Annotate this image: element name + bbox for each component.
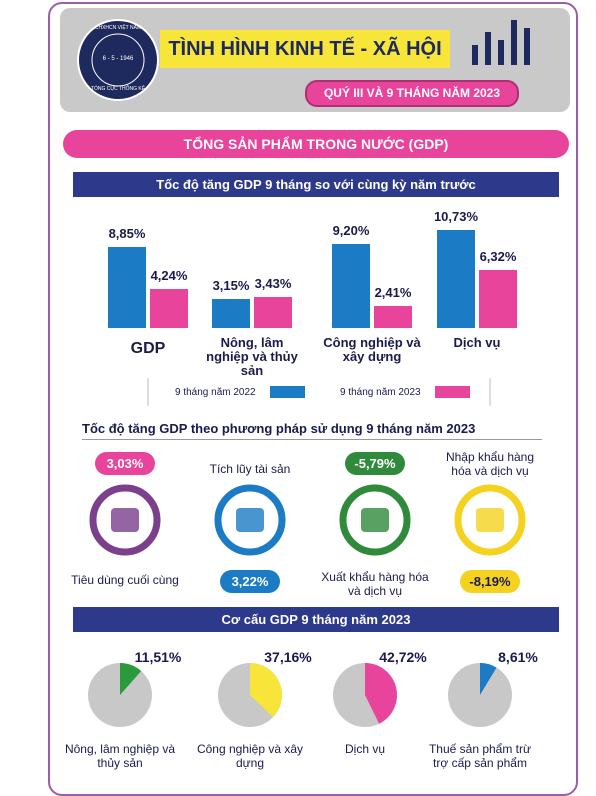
value-label: 9,20%: [332, 222, 370, 238]
bar: [479, 270, 517, 328]
logo-text: 6 - 5 - 1946: [102, 56, 134, 62]
usage-label: Tích lũy tài sản: [209, 462, 291, 476]
icon: [361, 508, 389, 532]
usage-label: Tiêu dùng cuối cùng: [71, 573, 179, 587]
x-tick-label: GDP: [130, 340, 166, 357]
bar: [374, 305, 412, 328]
legend-label: 9 tháng năm 2023: [340, 387, 421, 398]
legend-label: 9 tháng năm 2022: [175, 387, 256, 398]
bar: [108, 247, 146, 328]
icon: [111, 508, 139, 532]
subtitle: QUÝ III VÀ 9 THÁNG NĂM 2023: [305, 80, 519, 107]
usage-title: Tốc độ tăng GDP theo phương pháp sử dụng…: [82, 421, 542, 440]
logo-text: TỔNG CỤC THỐNG KÊ: [90, 86, 146, 92]
x-tick-label: Dịch vụ: [453, 335, 501, 350]
logo-text: CHXHCN VIỆT NAM: [94, 25, 142, 31]
pie-slice: [480, 663, 497, 695]
value-label: 6,32%: [479, 249, 517, 265]
pie-caption: Thuế sản phẩm trừ trợ cấp sản phẩm: [428, 742, 532, 770]
legend-bracket: [147, 378, 491, 406]
usage-label: Xuất khẩu hàng hóa và dịch vụ: [321, 570, 429, 598]
value-label: 3,43%: [254, 275, 292, 291]
pie-slice: [120, 663, 142, 695]
usage-value: -8,19%: [460, 570, 520, 593]
pie-caption: Nông, lâm nghiệp và thủy sản: [64, 742, 176, 770]
bar: [437, 230, 475, 328]
value-label: 10,73%: [433, 209, 479, 224]
icon: [476, 508, 504, 532]
chart-title: Tốc độ tăng GDP 9 tháng so với cùng kỳ n…: [73, 172, 559, 197]
structure-title: Cơ cấu GDP 9 tháng năm 2023: [73, 607, 559, 632]
x-tick-label: Công nghiệp và xây dựng: [323, 335, 421, 364]
usage-value: -5,79%: [345, 452, 405, 475]
pie-caption: Công nghiệp và xây dựng: [196, 742, 304, 770]
usage-value: 3,22%: [220, 570, 280, 593]
bar: [332, 243, 370, 328]
legend-swatch: [270, 386, 305, 398]
bar: [212, 299, 250, 328]
pie-caption: Dịch vụ: [344, 742, 385, 756]
icon: [236, 508, 264, 532]
logo: [77, 19, 159, 101]
title: TÌNH HÌNH KINH TẾ - XÃ HỘI: [160, 30, 450, 68]
value-label: 2,41%: [374, 284, 412, 300]
value-label: 3,15%: [212, 278, 250, 294]
value-label: 8,61%: [498, 649, 538, 665]
pie-slice: [250, 663, 282, 718]
usage-value: 3,03%: [95, 452, 155, 475]
logo-ring: [91, 33, 145, 87]
value-label: 37,16%: [264, 649, 312, 665]
bar: [150, 289, 188, 328]
section-title: TỔNG SẢN PHẨM TRONG NƯỚC (GDP): [63, 130, 569, 158]
bar: [254, 296, 292, 328]
legend-swatch: [435, 386, 470, 398]
value-label: 4,24%: [150, 268, 188, 284]
bar-icon: [472, 20, 530, 65]
value-label: 11,51%: [134, 649, 182, 665]
value-label: 42,72%: [379, 649, 427, 665]
x-tick-label: Nông, lâm nghiệp và thủy sản: [206, 335, 298, 378]
usage-label: Nhập khẩu hàng hóa và dịch vụ: [445, 450, 535, 478]
pie-slice: [365, 663, 397, 724]
value-label: 8,85%: [108, 226, 146, 242]
